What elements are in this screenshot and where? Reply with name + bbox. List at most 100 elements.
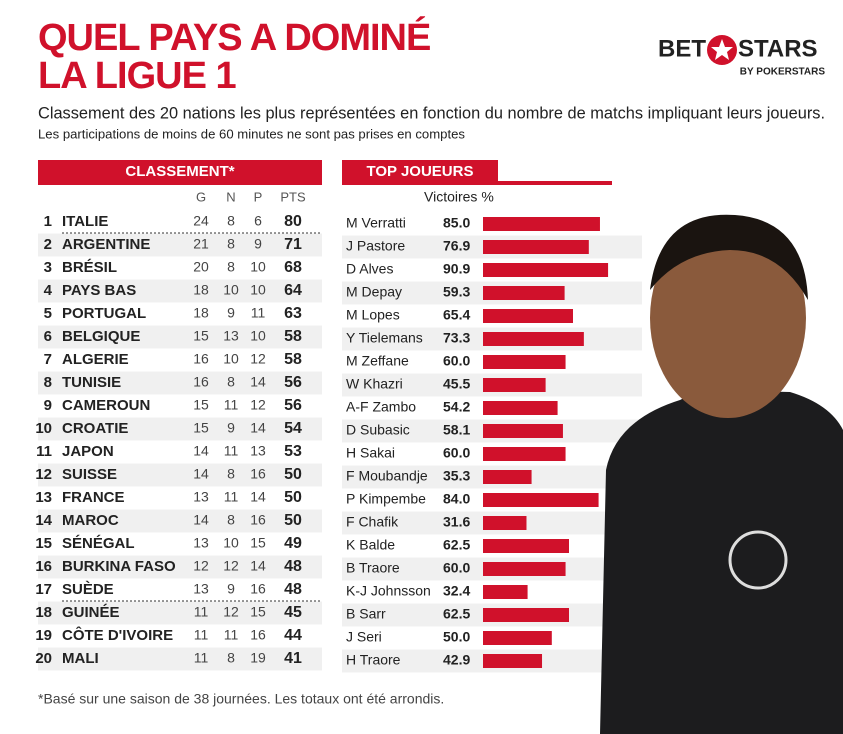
stat: 8 xyxy=(227,259,235,275)
column-header: G xyxy=(196,189,206,204)
country: BELGIQUE xyxy=(62,328,140,345)
stat: 10 xyxy=(223,535,239,551)
value-label: 45.5 xyxy=(443,376,470,392)
country: PAYS BAS xyxy=(62,282,136,299)
column-header: PTS xyxy=(280,189,306,204)
points: 63 xyxy=(284,305,302,322)
row-shade xyxy=(38,647,322,671)
stat: 13 xyxy=(223,328,239,344)
stat: 10 xyxy=(250,328,266,344)
value-label: 62.5 xyxy=(443,537,470,553)
bar xyxy=(483,447,566,461)
stat: 20 xyxy=(193,259,209,275)
bar xyxy=(483,562,566,576)
chart-header-bar xyxy=(342,160,498,185)
country: CAMEROUN xyxy=(62,397,150,414)
player-name: J Pastore xyxy=(346,238,405,254)
rank: 7 xyxy=(44,351,52,368)
stat: 11 xyxy=(251,305,266,321)
country: SÉNÉGAL xyxy=(62,535,135,552)
value-label: 73.3 xyxy=(443,330,470,346)
bar xyxy=(483,608,569,622)
country: CROATIE xyxy=(62,420,128,437)
rank: 10 xyxy=(35,420,52,437)
stat: 14 xyxy=(250,420,266,436)
rank: 1 xyxy=(44,213,52,230)
rank: 12 xyxy=(35,466,52,483)
rank: 3 xyxy=(44,259,52,276)
stat: 8 xyxy=(227,466,235,482)
stat: 13 xyxy=(193,581,209,597)
rank: 19 xyxy=(35,627,52,644)
bar xyxy=(483,378,546,392)
points: 50 xyxy=(284,512,302,529)
stat: 8 xyxy=(227,650,235,666)
player-name: J Seri xyxy=(346,629,382,645)
points: 71 xyxy=(284,236,302,253)
stat: 12 xyxy=(223,604,239,620)
bar xyxy=(483,631,552,645)
stat: 14 xyxy=(193,443,209,459)
stat: 16 xyxy=(193,351,209,367)
points: 56 xyxy=(284,374,302,391)
stat: 12 xyxy=(250,351,266,367)
stat: 16 xyxy=(250,466,266,482)
stat: 16 xyxy=(193,374,209,390)
rank: 5 xyxy=(44,305,52,322)
value-label: 60.0 xyxy=(443,560,470,576)
bar xyxy=(483,654,543,668)
stat: 14 xyxy=(250,558,266,574)
stat: 8 xyxy=(227,512,235,528)
bar xyxy=(483,355,566,369)
stat: 9 xyxy=(254,236,262,252)
axis-label: Victoires % xyxy=(424,189,494,205)
bar xyxy=(483,332,584,346)
stat: 14 xyxy=(250,489,266,505)
row-shade xyxy=(38,279,322,303)
value-label: 59.3 xyxy=(443,284,470,300)
player-name: F Chafik xyxy=(346,514,399,530)
stat: 8 xyxy=(227,236,235,252)
stat: 10 xyxy=(250,282,266,298)
player-name: K-J Johnsson xyxy=(346,583,431,599)
player-name: A-F Zambo xyxy=(346,399,416,415)
stat: 15 xyxy=(250,535,266,551)
points: 49 xyxy=(284,535,302,552)
rank: 20 xyxy=(35,650,52,667)
bar xyxy=(483,424,563,438)
rank: 15 xyxy=(35,535,52,552)
country: ARGENTINE xyxy=(62,236,150,253)
player-name: Y Tielemans xyxy=(346,330,423,346)
player-name: M Lopes xyxy=(346,307,400,323)
bar xyxy=(483,401,558,415)
stat: 9 xyxy=(227,420,235,436)
country: PORTUGAL xyxy=(62,305,146,322)
country: GUINÉE xyxy=(62,604,120,621)
value-label: 60.0 xyxy=(443,445,470,461)
stat: 19 xyxy=(250,650,266,666)
value-label: 31.6 xyxy=(443,514,470,530)
points: 50 xyxy=(284,466,302,483)
bar xyxy=(483,539,569,553)
points: 56 xyxy=(284,397,302,414)
stat: 15 xyxy=(193,397,209,413)
stat: 12 xyxy=(223,558,239,574)
row-shade xyxy=(38,417,322,441)
stat: 14 xyxy=(193,466,209,482)
points: 68 xyxy=(284,259,302,276)
rank: 8 xyxy=(44,374,52,391)
rank: 2 xyxy=(44,236,52,253)
stat: 21 xyxy=(193,236,209,252)
row-shade xyxy=(38,509,322,533)
value-label: 32.4 xyxy=(443,583,470,599)
points: 44 xyxy=(284,627,302,644)
logo: BET xyxy=(658,35,706,62)
stat: 9 xyxy=(227,581,235,597)
bar xyxy=(483,217,600,231)
player-name: M Verratti xyxy=(346,215,406,231)
bar xyxy=(483,286,565,300)
player-photo xyxy=(600,214,843,734)
row-shade xyxy=(38,601,322,625)
stat: 11 xyxy=(194,627,209,643)
